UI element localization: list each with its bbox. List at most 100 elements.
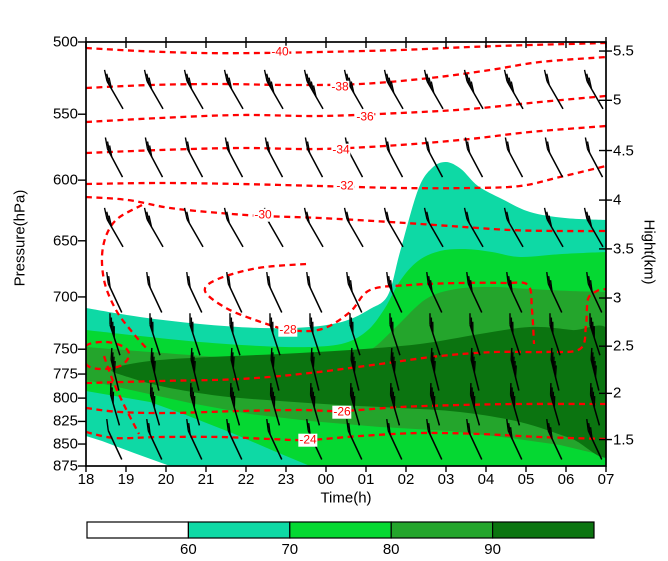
wind-barb [463,207,484,248]
wind-barb [350,347,360,391]
pressure-tick-label: 775 [52,365,78,383]
wind-barb [506,418,523,460]
wind-barb [183,69,204,110]
wind-barb [106,418,123,460]
colorbar-tick-label: 60 [180,541,197,558]
wind-barb [469,313,481,356]
wind-barb [510,347,520,391]
wind-barb [584,137,604,178]
wind-barb [270,347,280,391]
wind-barb [226,418,243,460]
height-axis-title: Hight(km) [640,219,658,285]
wind-barb [390,347,400,391]
wind-barb [503,69,524,110]
wind-barb [546,271,563,313]
wind-barb [184,137,204,178]
colorbar-tick-label: 90 [484,541,501,558]
wind-barb [389,313,401,356]
wind-barb [429,313,441,356]
pressure-tick-label: 750 [52,340,78,358]
wind-barb [469,383,481,426]
height-tick-label: 2.5 [613,337,634,355]
wind-barb [309,313,321,356]
pressure-tick-label: 550 [52,105,78,123]
wind-barb [304,137,324,178]
wind-barb [226,271,243,313]
temperature-contour--36 [86,94,606,124]
time-tick-label: 02 [397,471,415,488]
wind-barb [349,383,361,426]
height-tick-label: 5.5 [613,42,634,60]
wind-barb [429,383,441,426]
wind-barb [589,313,601,356]
wind-barb [303,207,324,248]
colorbar [86,521,595,539]
wind-barb [223,207,244,248]
wind-barb [303,69,324,110]
wind-barb [346,271,363,313]
time-tick-label: 06 [557,471,575,488]
wind-barb [430,347,440,391]
height-tick-label: 1.5 [613,431,634,449]
wind-barb [586,418,603,460]
pressure-axis-title: Pressure(hPa) [11,189,29,287]
humidity-fill-ge-90 [111,325,606,458]
time-tick-label: 01 [357,471,375,488]
wind-barb [504,137,524,178]
time-tick-label: 19 [117,471,135,488]
wind-barb [383,69,404,110]
wind-barb [269,313,281,356]
temperature-contour--28 [86,287,606,385]
temperature-contour--30 [100,203,149,351]
time-tick-label: 07 [597,471,615,488]
wind-barb [190,347,200,391]
contour-label--26: -26 [332,404,352,419]
pressure-tick-label: 600 [52,171,78,189]
time-axis-title: Time(h) [320,489,372,507]
colorbar-segment-2 [289,521,392,539]
wind-barb [143,69,164,110]
wind-barb [543,69,564,110]
wind-barb [144,137,164,178]
contour-label--32: -32 [335,178,355,193]
colorbar-tick-label: 70 [281,541,299,558]
wind-barb [383,207,404,248]
wind-barb [544,137,564,178]
wind-barb [426,418,443,460]
wind-barb [143,207,164,248]
height-tick-label: 5 [613,91,622,109]
pressure-tick-label: 700 [52,288,78,306]
colorbar-segment-3 [390,521,494,539]
wind-barb [543,207,564,248]
wind-barb [549,383,561,426]
wind-barb [466,271,483,313]
wind-barb [309,383,321,426]
temperature-contour--30 [86,195,606,233]
temperature-contour--26 [86,402,606,415]
pressure-tick-label: 650 [52,232,78,250]
wind-barb [346,418,363,460]
wind-barb [146,418,163,460]
contour-label--34: -34 [331,142,351,157]
wind-barb [546,418,563,460]
contour-label--28: -28 [278,322,298,337]
wind-barb [343,207,364,248]
wind-barb [503,207,524,248]
time-tick-label: 23 [277,471,295,488]
pressure-tick-label: 850 [52,435,78,453]
wind-barb [386,271,403,313]
pressure-tick-label: 825 [52,412,78,430]
wind-barb [589,383,601,426]
wind-barb [229,313,241,356]
wind-barb [349,313,361,356]
contour-label--40: -40 [270,44,290,59]
wind-barb [586,271,603,313]
wind-barb [103,207,124,248]
wind-barb [230,347,240,391]
wind-barb [463,69,484,110]
wind-barb [583,207,604,248]
temperature-contour--40 [86,42,606,55]
temperature-contour--30 [102,355,141,435]
time-tick-label: 03 [437,471,455,488]
colorbar-segment-4 [492,521,595,539]
